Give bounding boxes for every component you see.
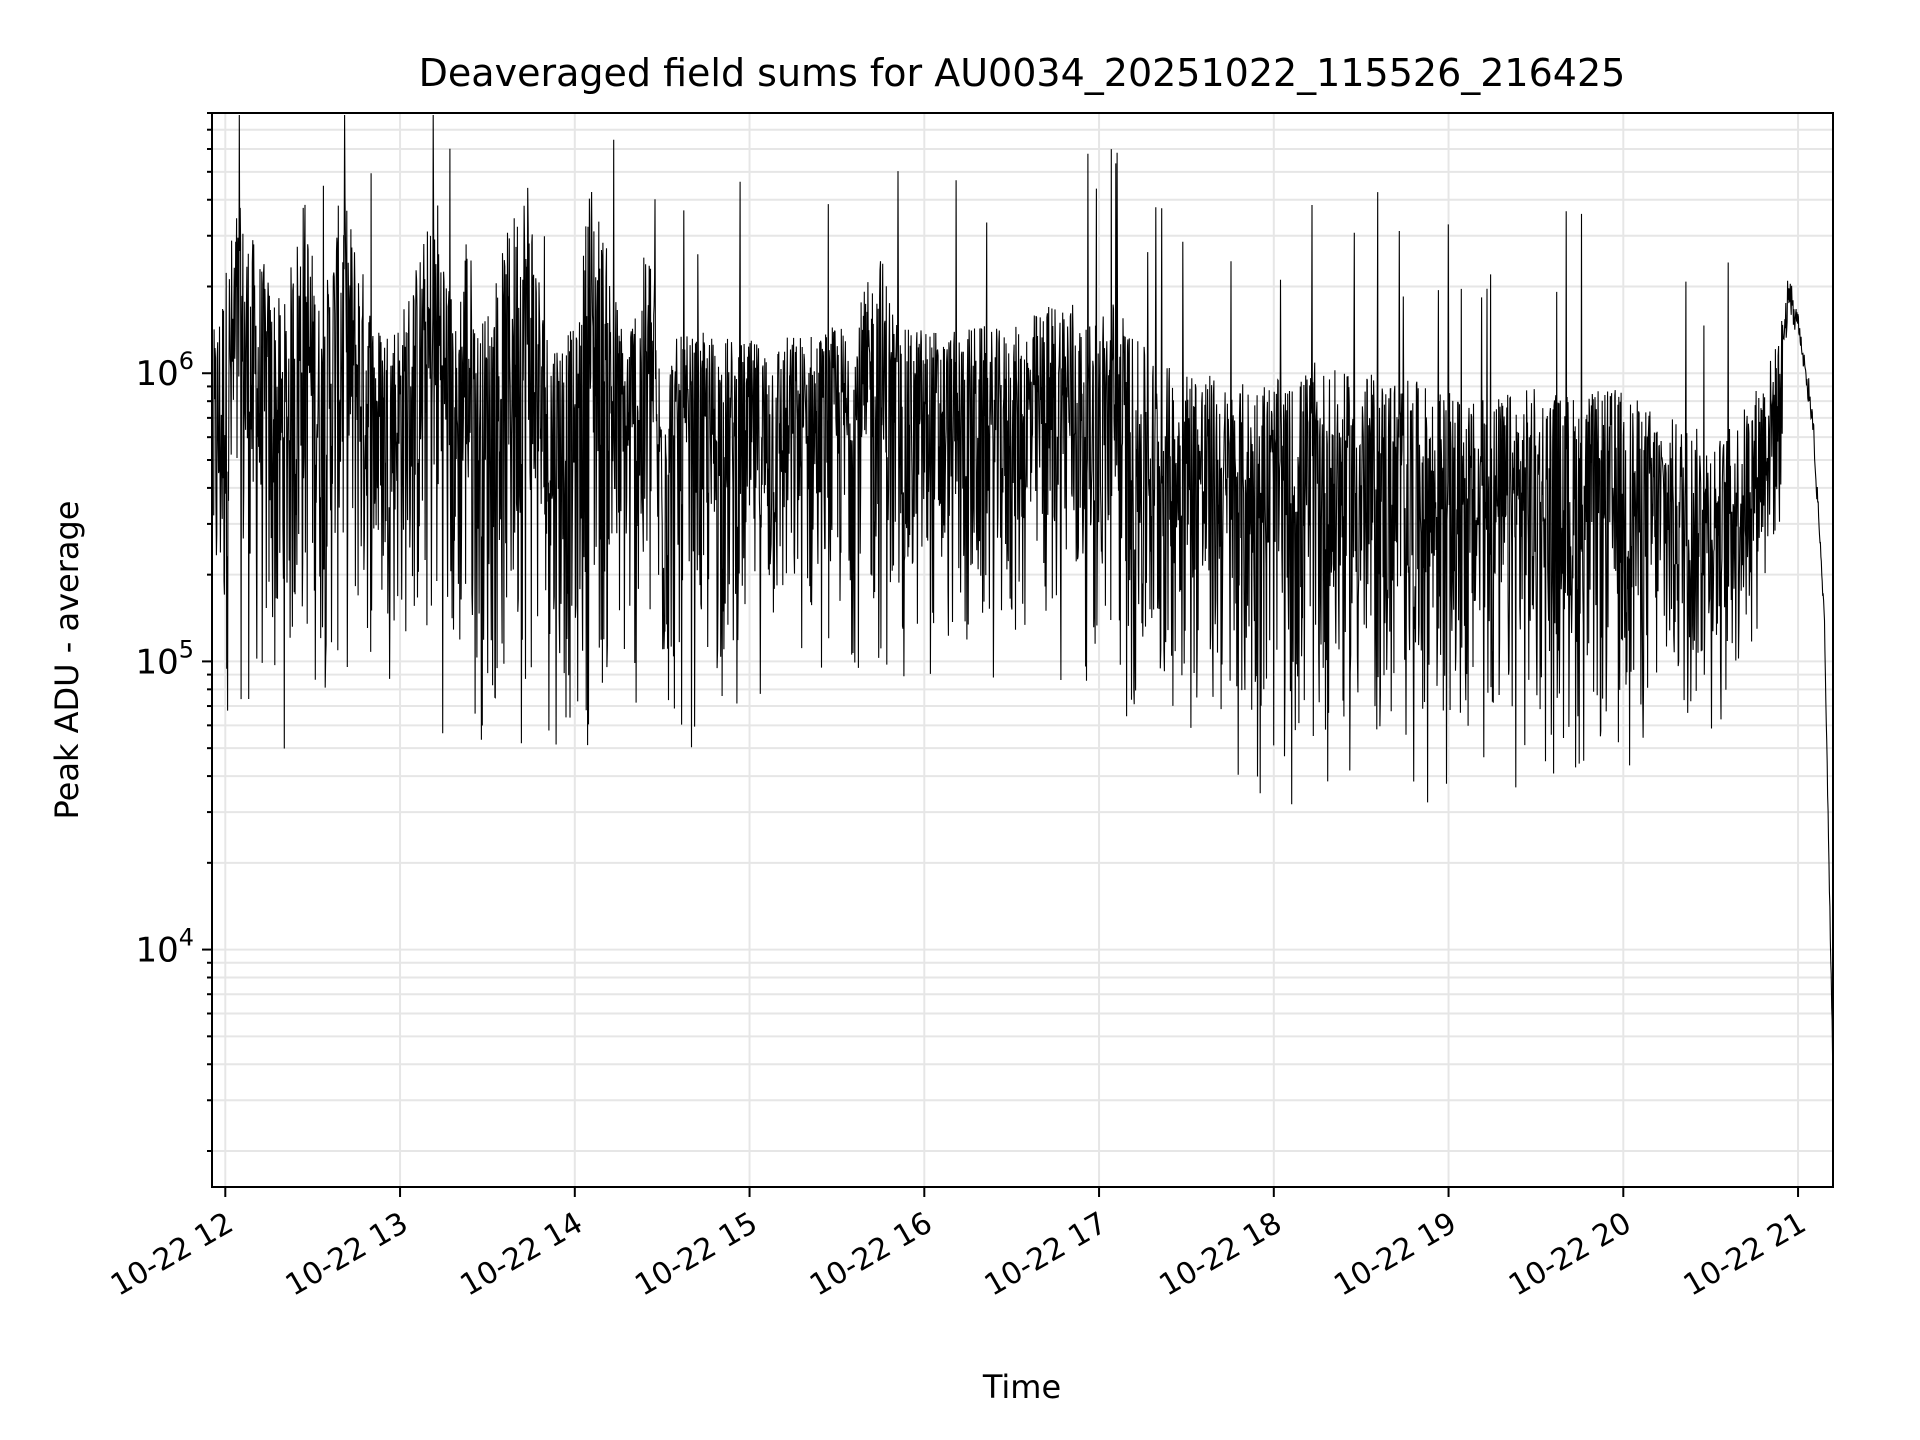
x-tick-label: 10-22 16 <box>804 1206 938 1304</box>
x-tick-label: 10-22 18 <box>1153 1206 1287 1304</box>
x-tick-label: 10-22 14 <box>454 1206 588 1304</box>
series-line <box>213 114 1834 1076</box>
x-axis-label: Time <box>982 1368 1061 1406</box>
y-tick-label: 105 <box>135 635 194 682</box>
y-axis-label: Peak ADU - average <box>48 501 86 820</box>
x-tick-label: 10-22 17 <box>979 1206 1113 1304</box>
y-tick-label: 106 <box>135 347 194 394</box>
x-tick-label: 10-22 21 <box>1678 1206 1812 1304</box>
tick-layer: 10-22 12 10-22 13 10-22 14 10-22 15 10-22 16… <box>105 112 1812 1304</box>
x-tick-label: 10-22 20 <box>1503 1206 1637 1304</box>
x-tick-label: 10-22 12 <box>105 1206 239 1304</box>
y-tick-label: 104 <box>135 924 194 971</box>
grid-layer <box>212 112 1833 1187</box>
plot-frame <box>211 112 1834 1188</box>
x-tick-label: 10-22 15 <box>629 1206 763 1304</box>
x-tick-label: 10-22 13 <box>280 1206 414 1304</box>
x-tick-label: 10-22 19 <box>1328 1206 1462 1304</box>
chart-title: Deaveraged field sums for AU0034_2025102… <box>419 51 1626 95</box>
line-layer <box>213 114 1834 1076</box>
